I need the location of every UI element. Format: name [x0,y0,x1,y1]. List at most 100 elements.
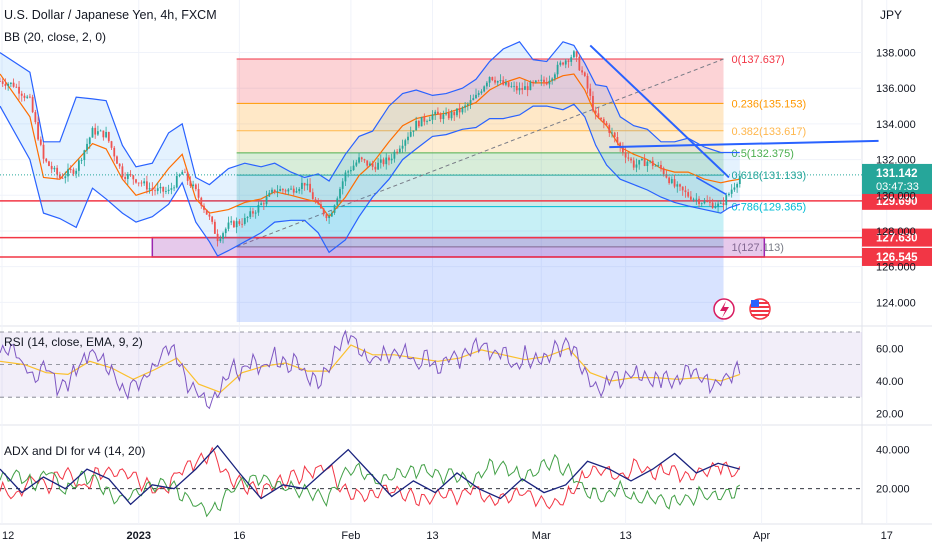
candle-body [273,189,276,193]
candle-body [363,159,366,161]
candle-body [412,130,415,132]
candle-body [621,146,624,153]
candle-body [88,137,91,144]
time-axis-label: 12 [2,530,14,542]
candle-body [31,96,34,113]
time-axis-label: 17 [881,530,893,542]
candle-body [597,113,600,118]
candle-body [145,181,148,190]
last-price-tag [862,163,932,194]
candle-body [698,198,700,205]
candle-body [630,158,632,161]
candle-body [287,189,290,192]
candle-body [679,184,681,187]
candle-body [453,112,456,116]
flag-stripe [751,310,769,312]
candle-body [271,189,273,193]
candle-body [200,197,203,206]
candle-body [437,111,439,115]
candle-body [347,171,350,173]
candle-body [110,141,113,148]
candle-body [189,180,192,187]
candle-body [717,203,719,207]
symbol-title[interactable]: U.S. Dollar / Japanese Yen, 4h, FXCM [4,8,217,22]
candle-body [505,82,507,85]
trend-line-extension [695,176,727,196]
candle-body [526,86,529,91]
candle-body [703,201,706,204]
candle-body [385,157,388,165]
candle-body [605,122,608,126]
candle-body [540,79,543,81]
candle-body [197,189,200,198]
candle-body [238,221,241,224]
candle-body [450,112,453,119]
candle-body [534,80,537,83]
candle-body [681,186,684,191]
candle-body [211,216,214,222]
candle-body [567,60,570,62]
candle-body [159,186,162,189]
bb-indicator-label[interactable]: BB (20, close, 2, 0) [4,30,107,44]
adx-indicator-label[interactable]: ADX and DI for v4 (14, 20) [4,444,146,458]
price-axis-label: 126.000 [876,262,916,274]
candle-body [513,85,515,87]
candle-body [102,130,105,138]
candle-body [589,88,592,96]
horizontal-trend-line [609,139,879,149]
candle-body [401,145,404,149]
candle-body [545,82,548,85]
candle-body [344,172,347,182]
candle-body [586,75,589,89]
candle-body [594,110,597,114]
candle-body [276,191,279,193]
price-tag-bg [862,228,932,247]
candle-body [0,81,1,82]
candle-body [173,187,175,189]
price-axis-label: 128.000 [876,226,916,238]
candle-body [559,62,562,65]
candle-body [124,177,127,179]
candle-body [358,157,360,163]
time-axis-label: 13 [619,530,631,542]
candle-body [178,174,181,177]
candle-body [143,181,146,184]
candle-body [107,131,110,142]
candle-body [564,60,567,65]
candle-body [12,82,15,87]
candle-body [575,51,578,57]
candle-body [651,160,654,166]
price-tag-bg [862,247,932,266]
fib-extension-zone [236,246,724,322]
candle-body [643,159,646,167]
candle-body [325,214,328,219]
candle-body [18,86,20,94]
candle-body [556,64,559,75]
candle-body [398,148,401,153]
rsi-indicator-label[interactable]: RSI (14, close, EMA, 9, 2) [4,335,143,349]
candle-body [140,182,143,184]
time-axis-label: Feb [341,530,360,542]
candle-body [224,228,227,234]
candle-body [61,177,64,179]
currency-label[interactable]: JPY [880,8,903,22]
candle-body [80,160,83,161]
candle-body [439,114,442,120]
candle-body [58,174,61,178]
candle-body [415,120,418,131]
price-axis-label: 138.000 [876,48,916,60]
candle-body [317,201,320,205]
fib-level-label: 0.618(131.133) [732,170,807,182]
candle-body [499,80,502,82]
candle-body [7,83,10,86]
candle-body [728,193,730,196]
bb-fill [0,41,740,256]
candle-body [670,179,673,184]
candle-body [374,166,377,170]
candle-body [116,156,118,164]
time-axis-label: 13 [426,530,438,542]
rsi-axis-label: 20.00 [876,408,904,420]
candle-body [64,176,67,179]
candle-body [377,162,379,170]
